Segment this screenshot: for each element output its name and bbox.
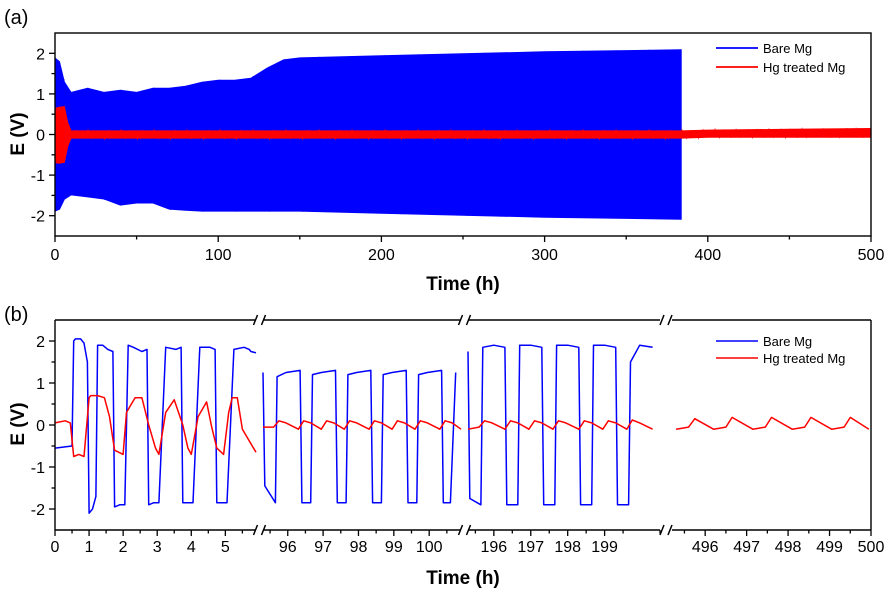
- panel-b-y-tick-label: 0: [36, 418, 45, 435]
- panel-b-y-tick-label: -1: [31, 460, 45, 477]
- legend-a-hg-label: Hg treated Mg: [763, 60, 845, 75]
- panel-b-x-tick-label: 2: [119, 539, 128, 556]
- panel-a-legend: Bare Mg Hg treated Mg: [716, 41, 845, 75]
- panel-a-y-tick-label: 2: [36, 46, 45, 63]
- panel-a-series-oscillation: [54, 107, 872, 164]
- axis-break-mark: [659, 314, 665, 326]
- panel-a-y-tick-label: -2: [31, 209, 45, 226]
- panel-b-x-tick-label: 500: [858, 539, 885, 556]
- panel-b-x-tick-label: 100: [416, 539, 443, 556]
- panel-b-x-tick-label: 98: [350, 539, 368, 556]
- axis-break-mark: [260, 314, 267, 326]
- panel-b-x-tick-label: 1: [85, 539, 94, 556]
- panel-b-x-tick-label: 496: [692, 539, 719, 556]
- panel-a-x-ticks: 0 100 200 300 400 500: [51, 236, 885, 264]
- panel-a-y-tick-label: 1: [36, 87, 45, 104]
- panel-b-x-tick-label: 198: [554, 539, 581, 556]
- panel-b-x-tick-label: 5: [221, 539, 230, 556]
- panel-a-x-tick-label: 300: [531, 247, 558, 264]
- panel-b-y-axis-title: E (V): [8, 402, 29, 445]
- panel-b-x-tick-label: 497: [733, 539, 760, 556]
- panel-a-label: (a): [4, 7, 28, 29]
- panel-b-x-tick-label: 498: [775, 539, 802, 556]
- panel-a-y-tick-label: 0: [36, 128, 45, 145]
- panel-a-x-tick-label: 100: [205, 247, 232, 264]
- panel-a-x-tick-label: 0: [51, 247, 60, 264]
- panel-b-label: (b): [4, 304, 28, 326]
- panel-b-x-tick-label: 96: [279, 539, 297, 556]
- axis-break-mark: [667, 314, 673, 326]
- panel-b-x-tick-label: 0: [51, 539, 60, 556]
- panel-a-x-tick-label: 500: [858, 247, 885, 264]
- panel-b-x-tick-label: 199: [591, 539, 618, 556]
- axis-break-mark: [457, 314, 464, 326]
- panel-b-legend: Bare Mg Hg treated Mg: [716, 334, 845, 366]
- panel-b-y-tick-label: -2: [31, 502, 45, 519]
- panel-b-x-tick-label: 3: [153, 539, 162, 556]
- axis-break-mark: [252, 314, 259, 326]
- panel-b-x-tick-label: 4: [187, 539, 196, 556]
- panel-b-series-line: [262, 369, 457, 504]
- panel-b-series-line: [54, 394, 257, 458]
- panel-b-y-ticks: -2 -1 0 1 2: [31, 334, 55, 519]
- panel-a-x-tick-label: 200: [368, 247, 395, 264]
- axis-break-mark: [260, 524, 267, 536]
- panel-b-x-tick-label: 196: [480, 539, 507, 556]
- panel-a-y-axis-title: E (V): [8, 112, 29, 155]
- axis-break-mark: [667, 524, 673, 536]
- panel-a-hg-series: [54, 106, 872, 164]
- panel-b-series-line: [675, 416, 870, 430]
- panel-a-x-tick-label: 400: [694, 247, 721, 264]
- legend-b-bare-mg-label: Bare Mg: [763, 334, 812, 349]
- panel-b-x-tick-label: 97: [314, 539, 332, 556]
- legend-a-bare-mg-label: Bare Mg: [763, 41, 812, 56]
- panel-a-y-ticks: -2 -1 0 1 2: [31, 46, 55, 226]
- panel-b-x-ticks: 0 1 2 3 4 5 96 97 98 99 100 196 197 198 199 496 497 498 49…: [51, 530, 885, 556]
- panel-b-series-line: [263, 420, 462, 430]
- axis-break-mark: [457, 524, 464, 536]
- panel-b-series: [54, 338, 870, 514]
- axis-break-mark: [252, 524, 259, 536]
- panel-b-series-line: [54, 338, 257, 514]
- panel-a-x-axis-title: Time (h): [426, 274, 500, 295]
- panel-b-x-tick-label: 499: [816, 539, 843, 556]
- panel-b-x-tick-label: 99: [385, 539, 403, 556]
- panel-b-x-axis-title: Time (h): [426, 568, 500, 589]
- panel-b-chart: 0 1 2 3 4 5 96 97 98 99 100 196 197 198 199 496 497 498 49…: [8, 314, 885, 589]
- legend-b-hg-label: Hg treated Mg: [763, 351, 845, 366]
- axis-break-mark: [465, 524, 472, 536]
- panel-b-y-tick-label: 1: [36, 376, 45, 393]
- axis-break-mark: [465, 314, 472, 326]
- panel-b-y-tick-label: 2: [36, 334, 45, 351]
- axis-break-mark: [659, 524, 665, 536]
- panel-a-y-tick-label: -1: [31, 168, 45, 185]
- panel-b-x-tick-label: 197: [517, 539, 544, 556]
- panel-b-series-line: [467, 419, 653, 430]
